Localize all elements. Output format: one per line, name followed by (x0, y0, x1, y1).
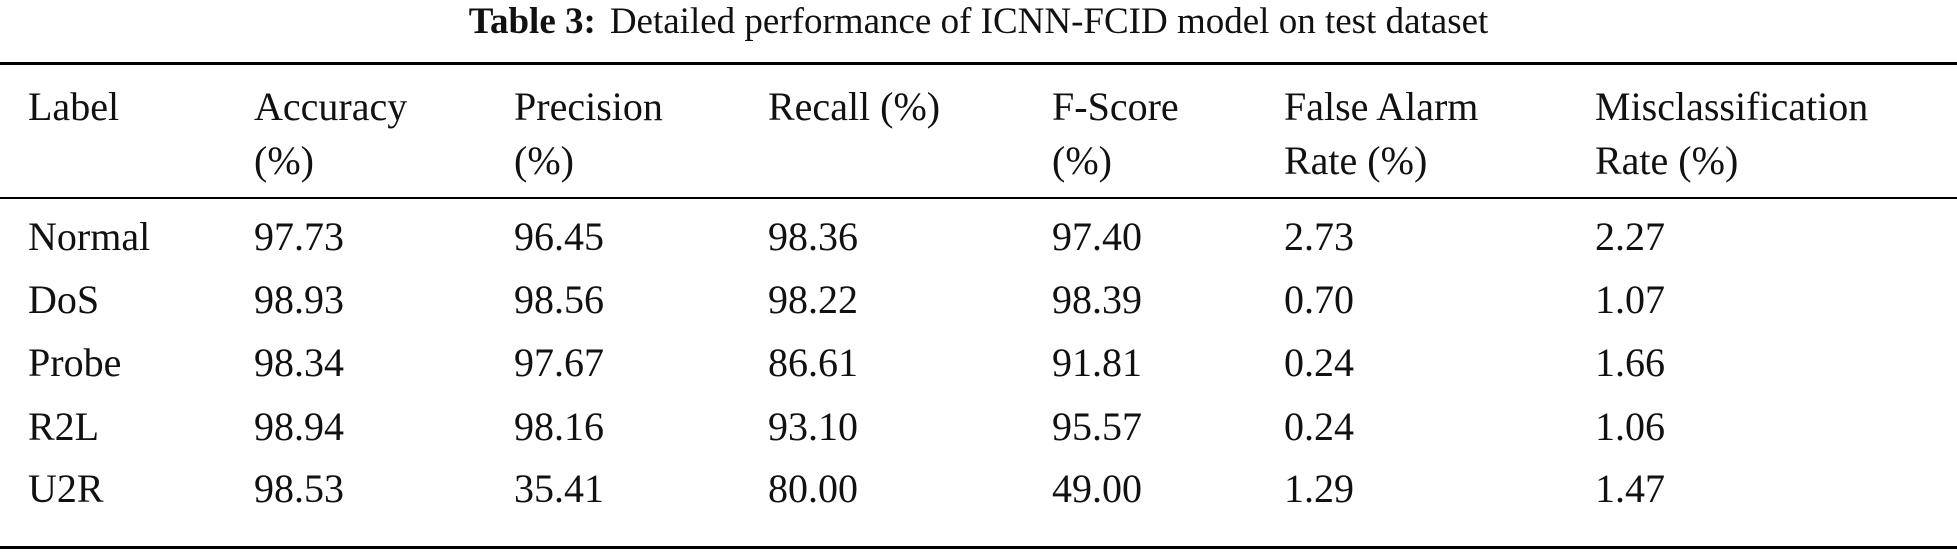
cell-f-score: 95.57 (1052, 404, 1142, 449)
header-label: Label (28, 80, 119, 134)
cell-accuracy: 98.93 (254, 277, 344, 322)
cell-recall: 98.36 (768, 214, 858, 259)
header-line: Rate (%) (1284, 138, 1428, 183)
caption-label: Table 3: (468, 1, 596, 42)
table-caption: Table 3: Detailed performance of ICNN-FCI… (0, 0, 1957, 44)
bottom-rule (0, 546, 1957, 549)
cell-false-alarm-rate: 0.24 (1284, 404, 1354, 449)
cell-precision: 98.56 (514, 277, 604, 322)
header-precision: Precision (%) (514, 80, 663, 188)
cell-precision: 35.41 (514, 466, 604, 511)
cell-f-score: 97.40 (1052, 214, 1142, 259)
cell-recall: 93.10 (768, 404, 858, 449)
header-f-score: F-Score (%) (1052, 80, 1179, 188)
cell-precision: 97.67 (514, 340, 604, 385)
cell-false-alarm-rate: 1.29 (1284, 466, 1354, 511)
cell-misclassification-rate: 2.27 (1595, 214, 1665, 259)
header-line: Precision (514, 84, 663, 129)
header-line: Rate (%) (1595, 138, 1739, 183)
cell-accuracy: 97.73 (254, 214, 344, 259)
cell-recall: 86.61 (768, 340, 858, 385)
header-accuracy: Accuracy (%) (254, 80, 407, 188)
cell-f-score: 98.39 (1052, 277, 1142, 322)
top-rule (0, 62, 1957, 65)
cell-accuracy: 98.94 (254, 404, 344, 449)
cell-label: Normal (28, 214, 151, 259)
cell-misclassification-rate: 1.07 (1595, 277, 1665, 322)
cell-f-score: 91.81 (1052, 340, 1142, 385)
cell-f-score: 49.00 (1052, 466, 1142, 511)
cell-label: Probe (28, 340, 122, 385)
header-line: Label (28, 84, 120, 129)
caption-text: Detailed performance of ICNN-FCID model … (609, 1, 1489, 42)
cell-recall: 98.22 (768, 277, 858, 322)
cell-misclassification-rate: 1.47 (1595, 466, 1665, 511)
header-line: Accuracy (254, 84, 408, 129)
header-line: (%) (254, 138, 314, 183)
header-line: (%) (1052, 138, 1112, 183)
cell-precision: 96.45 (514, 214, 604, 259)
header-line: Misclassification (1595, 84, 1869, 129)
cell-label: DoS (28, 277, 100, 322)
cell-accuracy: 98.53 (254, 466, 344, 511)
header-line: F-Score (1052, 84, 1179, 129)
header-recall: Recall (%) (768, 80, 940, 134)
header-line: False Alarm (1284, 84, 1479, 129)
cell-recall: 80.00 (768, 466, 858, 511)
cell-misclassification-rate: 1.66 (1595, 340, 1665, 385)
header-line: Recall (%) (768, 84, 941, 129)
header-false-alarm-rate: False Alarm Rate (%) (1284, 80, 1478, 188)
header-rule (0, 197, 1957, 199)
cell-misclassification-rate: 1.06 (1595, 404, 1665, 449)
cell-false-alarm-rate: 0.24 (1284, 340, 1354, 385)
cell-false-alarm-rate: 2.73 (1284, 214, 1354, 259)
cell-precision: 98.16 (514, 404, 604, 449)
header-misclassification-rate: Misclassification Rate (%) (1595, 80, 1868, 188)
header-line: (%) (514, 138, 574, 183)
cell-label: R2L (28, 404, 100, 449)
cell-accuracy: 98.34 (254, 340, 344, 385)
cell-label: U2R (28, 466, 104, 511)
cell-false-alarm-rate: 0.70 (1284, 277, 1354, 322)
